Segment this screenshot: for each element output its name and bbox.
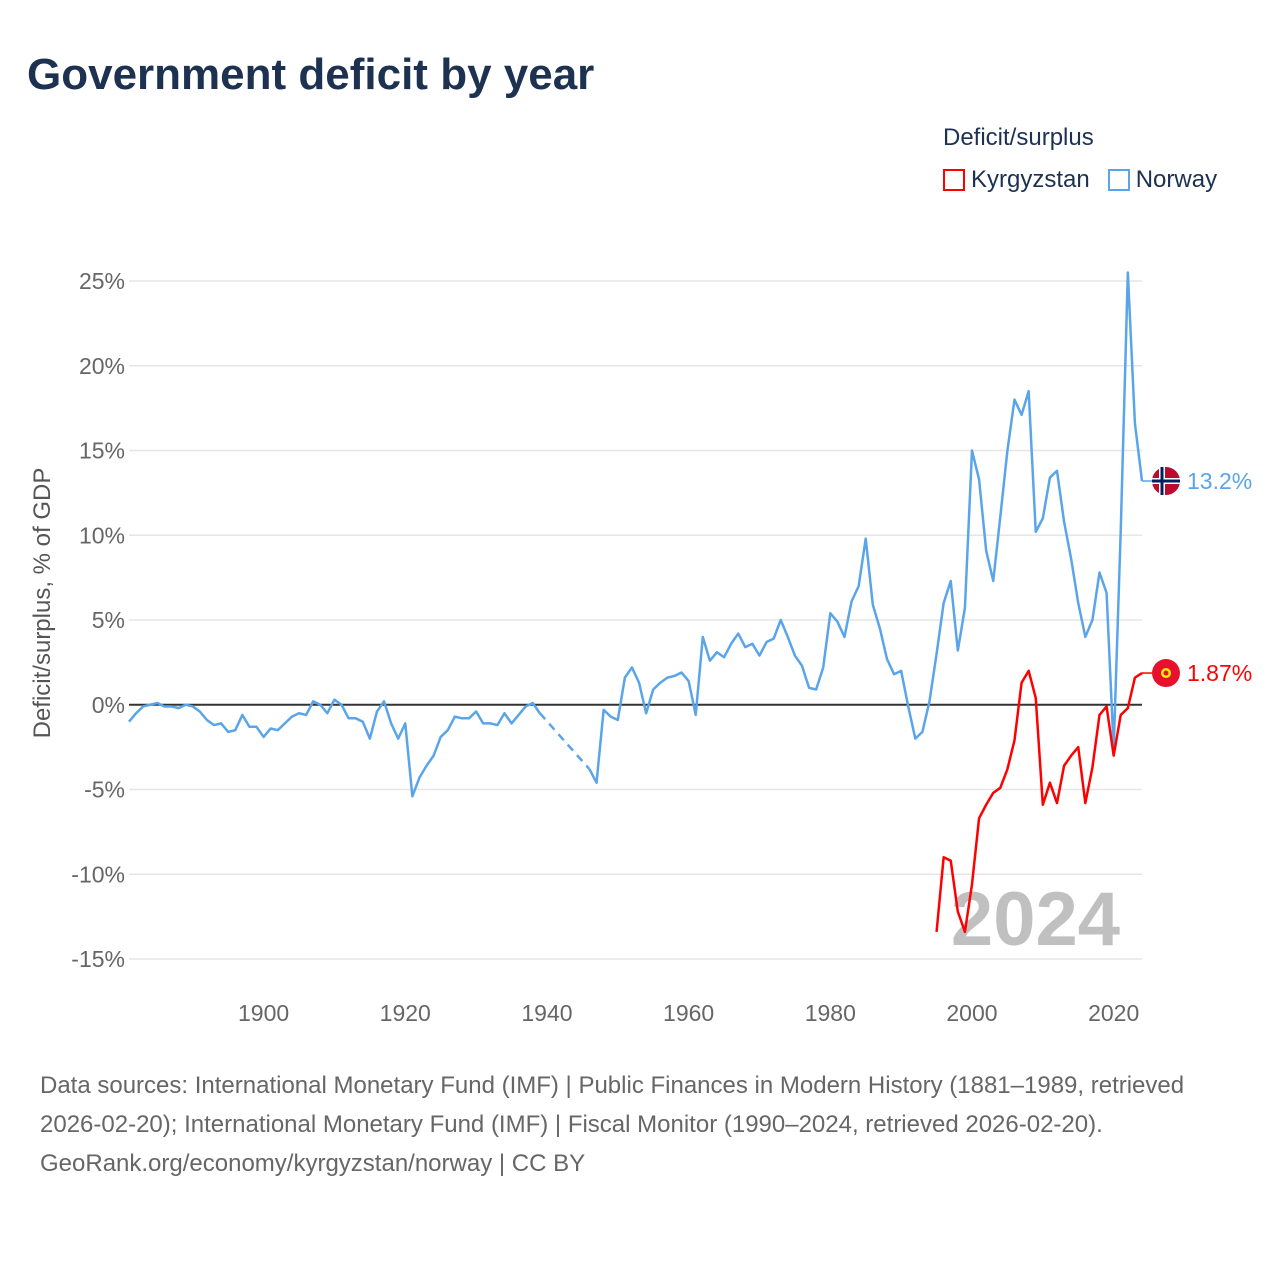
- y-tick-label: 0%: [92, 692, 125, 718]
- legend-title: Deficit/surplus: [943, 124, 1094, 151]
- x-tick-label: 2020: [1088, 1000, 1139, 1026]
- y-tick-label: 25%: [79, 268, 125, 294]
- flag-cross: [1160, 467, 1164, 496]
- series-line-norway: [128, 698, 541, 798]
- series-gap-norway: [538, 712, 591, 770]
- chart-title: Government deficit by year: [27, 50, 595, 99]
- legend-item-kyrgyzstan[interactable]: Kyrgyzstan: [943, 166, 1090, 194]
- year-watermark: 2024: [951, 877, 1120, 962]
- y-tick-label: -15%: [71, 946, 125, 972]
- y-tick-label: 15%: [79, 438, 125, 464]
- chart-plot: -15% -10% -5% 0% 5% 10% 15% 20% 25% 1900 1920 1940 1…: [29, 268, 1252, 1026]
- y-axis-label: Deficit/surplus, % of GDP: [29, 468, 56, 739]
- flag-sun-center: [1163, 670, 1169, 676]
- x-tick-label: 1940: [521, 1000, 572, 1026]
- end-value-label: 1.87%: [1187, 660, 1252, 686]
- norway-flag: [1152, 467, 1180, 496]
- legend: Kyrgyzstan Norway: [943, 166, 1217, 194]
- end-value-label: 13.2%: [1187, 468, 1252, 494]
- legend-label: Norway: [1135, 166, 1218, 193]
- x-tick-label: 1960: [663, 1000, 714, 1026]
- flag-cross: [1152, 479, 1180, 483]
- legend-item-norway[interactable]: Norway: [1107, 166, 1218, 194]
- y-tick-label: -10%: [71, 861, 125, 887]
- legend-label: Kyrgyzstan: [971, 166, 1090, 193]
- legend-swatch-kyrgyzstan: [943, 169, 965, 191]
- x-tick-label: 2000: [946, 1000, 997, 1026]
- y-tick-label: 5%: [92, 607, 125, 633]
- series-line-norway: [588, 271, 1144, 784]
- legend-swatch-norway: [1107, 169, 1130, 191]
- data-sources: Data sources: International Monetary Fun…: [40, 1072, 1185, 1138]
- y-tick-label: 10%: [79, 522, 125, 548]
- series-line-kyrgyzstan: [935, 669, 1143, 934]
- x-tick-label: 1920: [380, 1000, 431, 1026]
- x-tick-label: 1980: [805, 1000, 856, 1026]
- y-tick-label: -5%: [84, 777, 125, 803]
- credit-link[interactable]: GeoRank.org/economy/kyrgyzstan/norway | …: [40, 1150, 586, 1177]
- kyrgyzstan-flag: [1152, 659, 1180, 688]
- x-tick-label: 1900: [238, 1000, 289, 1026]
- y-tick-label: 20%: [79, 353, 125, 379]
- footer: Data sources: International Monetary Fun…: [40, 1066, 1240, 1183]
